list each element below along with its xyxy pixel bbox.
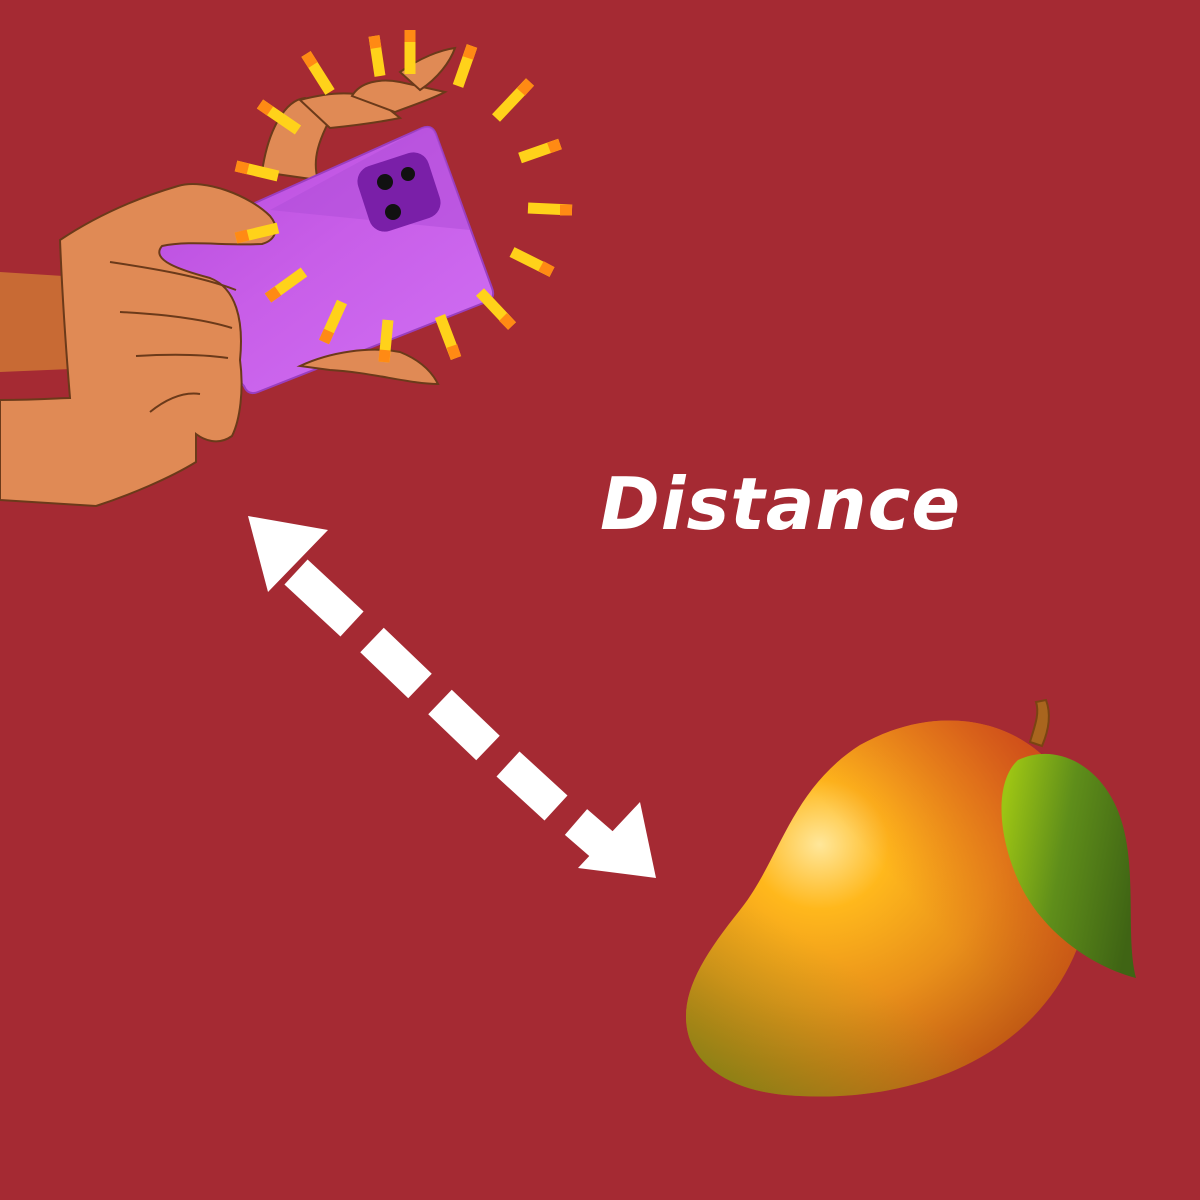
distance-label: Distance: [600, 462, 962, 546]
mango-leaf: [1001, 753, 1136, 978]
mango-icon: [685, 698, 1136, 1097]
double-headed-dashed-arrow-icon: [248, 516, 656, 878]
camera-flash-rays-icon: [234, 30, 573, 363]
arrow-head-end: [578, 802, 656, 878]
hand-holding-phone-icon: [0, 46, 495, 508]
arrow-head-start: [248, 516, 328, 592]
camera-module: [357, 152, 441, 232]
